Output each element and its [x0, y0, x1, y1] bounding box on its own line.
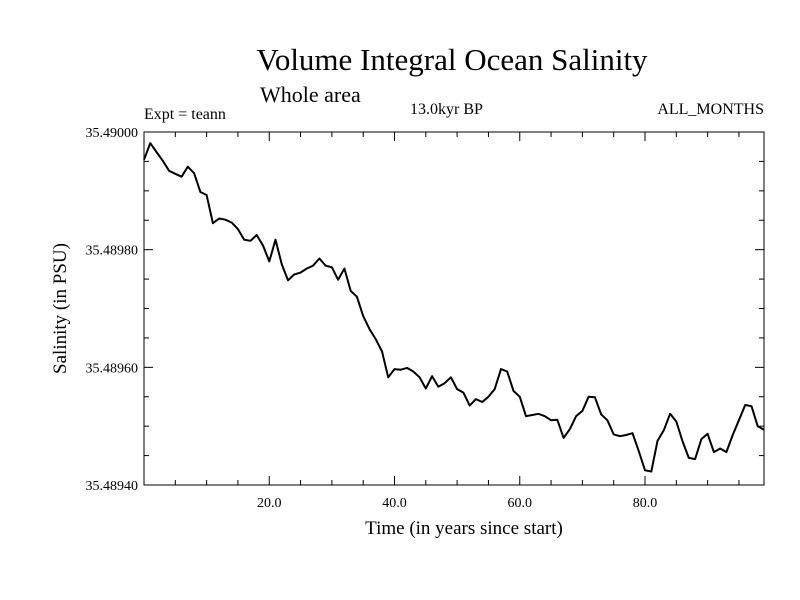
period-label: 13.0kyr BP [410, 101, 483, 118]
plot-frame [143, 131, 765, 486]
x-tick-label: 20.0 [257, 496, 282, 511]
x-tick-label: 40.0 [382, 496, 407, 511]
y-tick-label: 35.48940 [86, 479, 139, 494]
salinity-series-line [143, 142, 765, 473]
chart-title: Volume Integral Ocean Salinity [256, 42, 648, 77]
months-label: ALL_MONTHS [657, 101, 764, 118]
y-tick-label: 35.48960 [86, 361, 139, 376]
chart-subtitle: Whole area [260, 82, 361, 107]
y-axis-label: Salinity (in PSU) [50, 243, 71, 374]
y-tick-label: 35.49000 [86, 126, 139, 141]
x-tick-label: 80.0 [633, 496, 658, 511]
y-tick-label: 35.48980 [86, 244, 139, 259]
x-axis-label: Time (in years since start) [365, 518, 563, 539]
experiment-label: Expt = teann [144, 106, 226, 123]
x-tick-label: 60.0 [508, 496, 533, 511]
